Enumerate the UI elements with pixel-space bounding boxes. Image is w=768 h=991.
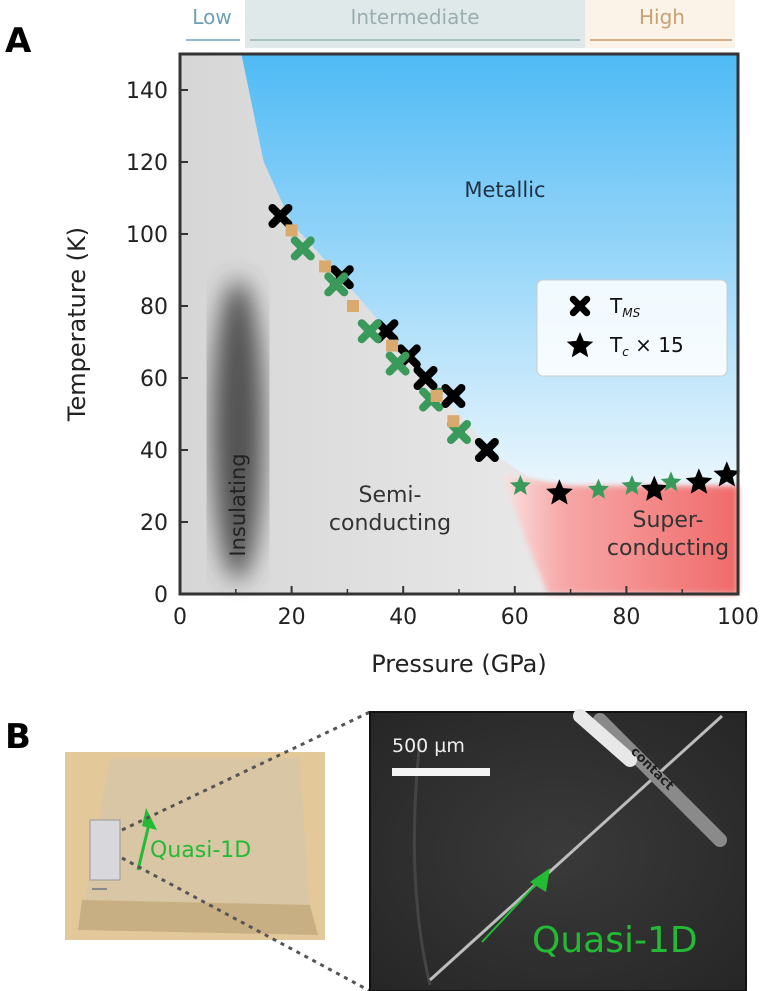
- data-point-square: [346, 300, 359, 312]
- x-tick-label: 20: [278, 605, 306, 630]
- data-point-star: [660, 471, 682, 492]
- data-point-cross: [474, 438, 499, 462]
- data-point-square: [447, 415, 460, 428]
- sem-label-quasi-1d: Quasi-1D: [532, 920, 698, 961]
- data-point-star: [621, 475, 643, 495]
- photo-arrow-icon: [142, 808, 157, 830]
- y-tick-label: 140: [126, 79, 168, 104]
- y-tick-label: 0: [154, 583, 168, 608]
- x-tick-label: 60: [501, 605, 529, 630]
- quasi-1d-fiber: [428, 714, 724, 982]
- y-tick-label: 20: [140, 511, 168, 536]
- insulating-region: [212, 280, 264, 580]
- x-tick-label: 40: [389, 605, 417, 630]
- region-label-semiconducting: Semi-conducting: [329, 483, 451, 536]
- scale-bar-label: 500 µm: [392, 735, 465, 757]
- photo-label-quasi-1d: Quasi-1D: [150, 838, 251, 863]
- regime-intermediate: Intermediate: [350, 5, 479, 29]
- data-point-cross: [374, 319, 399, 344]
- region-label-insulating: Insulating: [226, 453, 250, 556]
- data-point-star: [546, 479, 573, 505]
- contact-probe: [593, 713, 727, 847]
- data-point-square: [430, 390, 443, 402]
- region-label-metallic: Metallic: [464, 178, 545, 202]
- y-tick-label: 80: [140, 295, 168, 320]
- superconducting-region: [503, 475, 738, 594]
- panel-label-b: B: [5, 717, 31, 757]
- zoom-line-bottom: [121, 856, 371, 991]
- data-point-square: [285, 224, 298, 237]
- legend-box: [536, 279, 728, 377]
- sem-image: contact 500 µm Quasi-1D: [369, 709, 747, 991]
- y-tick-label: 40: [140, 439, 168, 464]
- data-point-star: [509, 475, 531, 495]
- legend-star-icon: [566, 332, 594, 358]
- data-point-cross: [290, 236, 315, 261]
- scale-bar: [392, 768, 490, 776]
- x-tick-label: 100: [717, 605, 759, 630]
- legend-cross-icon: [569, 295, 591, 317]
- data-point-square: [319, 260, 332, 273]
- region-label-superconducting: Super-conducting: [607, 508, 729, 561]
- x-tick-label: 0: [173, 605, 187, 630]
- y-tick-label: 120: [126, 151, 168, 176]
- sample-photo: Quasi-1D: [65, 752, 325, 940]
- data-point-cross: [385, 351, 410, 376]
- legend-label-tms: TMS: [609, 294, 641, 320]
- regime-low: Low: [192, 5, 231, 29]
- data-point-square: [386, 339, 399, 352]
- legend-label-tc: Tc × 15: [609, 333, 684, 359]
- data-point-star: [588, 478, 609, 499]
- sem-arrow-icon: [530, 868, 550, 892]
- data-point-star: [713, 461, 741, 487]
- regime-high: High: [639, 5, 685, 29]
- legend: TMS Tc × 15: [536, 279, 728, 377]
- photo-arrow-line: [136, 819, 152, 871]
- data-point-star: [641, 475, 668, 501]
- sample-crystal: [89, 819, 121, 881]
- data-point-cross: [324, 272, 349, 297]
- y-tick-label: 60: [140, 367, 168, 392]
- panel-label-a: A: [5, 21, 32, 61]
- data-point-star: [685, 468, 713, 494]
- x-tick-label: 80: [612, 605, 640, 630]
- data-point-cross: [268, 204, 293, 228]
- x-axis-label: Pressure (GPa): [371, 650, 547, 678]
- sem-arrow-line: [481, 879, 541, 943]
- metallic-region: [241, 54, 738, 486]
- zoom-line-top: [121, 710, 371, 832]
- data-point-cross: [413, 366, 438, 390]
- data-point-cross: [441, 384, 466, 408]
- pressure-regime-bar: Low Intermediate High: [186, 0, 735, 48]
- y-tick-label: 100: [126, 223, 168, 248]
- y-axis-label: Temperature (K): [63, 227, 91, 422]
- data-point-cross: [357, 319, 382, 344]
